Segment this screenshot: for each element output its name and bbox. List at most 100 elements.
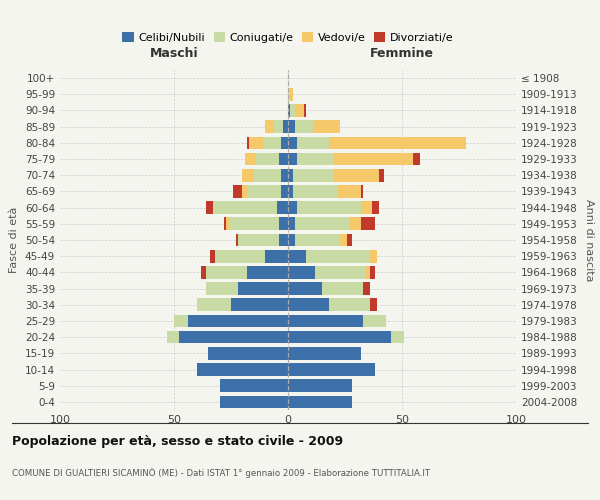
Bar <box>304 104 306 117</box>
Bar <box>306 250 370 262</box>
Text: Femmine: Femmine <box>370 48 434 60</box>
Bar <box>197 298 231 311</box>
Bar <box>334 169 379 181</box>
Bar <box>288 152 297 166</box>
Bar <box>238 234 279 246</box>
Bar <box>316 266 365 278</box>
Bar <box>202 266 206 278</box>
Bar <box>265 250 288 262</box>
Legend: Celibi/Nubili, Coniugati/e, Vedovi/e, Divorziati/e: Celibi/Nubili, Coniugati/e, Vedovi/e, Di… <box>118 28 458 48</box>
Bar <box>249 136 263 149</box>
Bar <box>361 202 373 214</box>
Bar <box>281 169 288 181</box>
Bar <box>279 152 288 166</box>
Bar <box>413 152 420 166</box>
Bar <box>281 136 288 149</box>
Bar <box>373 202 379 214</box>
Bar <box>322 282 363 295</box>
Bar <box>370 266 374 278</box>
Bar <box>229 218 279 230</box>
Bar <box>293 169 334 181</box>
Bar <box>361 218 374 230</box>
Bar <box>215 250 265 262</box>
Bar <box>277 202 288 214</box>
Bar <box>288 120 295 133</box>
Bar <box>288 282 322 295</box>
Bar <box>334 152 413 166</box>
Bar <box>279 234 288 246</box>
Bar <box>361 185 363 198</box>
Bar <box>295 218 350 230</box>
Bar <box>288 298 329 311</box>
Bar <box>247 136 249 149</box>
Bar <box>290 88 293 101</box>
Bar <box>206 282 238 295</box>
Bar <box>288 380 352 392</box>
Bar <box>242 185 247 198</box>
Bar <box>288 88 290 101</box>
Bar <box>213 202 277 214</box>
Bar <box>254 169 281 181</box>
Bar <box>363 282 370 295</box>
Bar <box>179 331 288 344</box>
Bar <box>263 136 281 149</box>
Bar <box>295 104 304 117</box>
Bar <box>338 185 361 198</box>
Bar <box>247 266 288 278</box>
Bar <box>370 298 377 311</box>
Bar <box>288 331 391 344</box>
Bar <box>350 218 361 230</box>
Bar <box>274 120 283 133</box>
Bar <box>245 152 256 166</box>
Bar <box>288 136 297 149</box>
Bar <box>238 282 288 295</box>
Bar <box>347 234 352 246</box>
Bar <box>256 152 279 166</box>
Bar <box>297 136 329 149</box>
Bar <box>167 331 179 344</box>
Bar <box>242 169 254 181</box>
Bar <box>288 218 295 230</box>
Bar <box>288 266 316 278</box>
Bar <box>247 185 281 198</box>
Bar <box>288 104 290 117</box>
Bar <box>290 104 295 117</box>
Bar <box>220 380 288 392</box>
Bar <box>363 314 386 328</box>
Bar <box>288 347 361 360</box>
Bar <box>220 396 288 408</box>
Bar <box>379 169 384 181</box>
Bar <box>288 234 295 246</box>
Bar <box>224 218 226 230</box>
Bar <box>297 152 334 166</box>
Text: COMUNE DI GUALTIERI SICAMINÒ (ME) - Dati ISTAT 1° gennaio 2009 - Elaborazione TU: COMUNE DI GUALTIERI SICAMINÒ (ME) - Dati… <box>12 468 430 478</box>
Bar <box>288 363 374 376</box>
Bar <box>208 347 288 360</box>
Bar <box>281 185 288 198</box>
Bar <box>188 314 288 328</box>
Text: Popolazione per età, sesso e stato civile - 2009: Popolazione per età, sesso e stato civil… <box>12 435 343 448</box>
Bar <box>231 298 288 311</box>
Bar <box>329 298 370 311</box>
Bar <box>293 185 338 198</box>
Bar <box>265 120 274 133</box>
Bar <box>279 218 288 230</box>
Bar <box>365 266 370 278</box>
Bar <box>236 234 238 246</box>
Bar <box>295 120 313 133</box>
Bar <box>297 202 361 214</box>
Bar <box>288 202 297 214</box>
Bar <box>206 202 213 214</box>
Bar <box>288 169 293 181</box>
Bar <box>197 363 288 376</box>
Bar <box>391 331 404 344</box>
Y-axis label: Anni di nascita: Anni di nascita <box>584 198 594 281</box>
Bar <box>283 120 288 133</box>
Bar <box>313 120 340 133</box>
Bar <box>174 314 188 328</box>
Bar <box>288 250 306 262</box>
Text: Maschi: Maschi <box>149 48 199 60</box>
Bar <box>206 266 247 278</box>
Bar <box>226 218 229 230</box>
Bar <box>370 250 377 262</box>
